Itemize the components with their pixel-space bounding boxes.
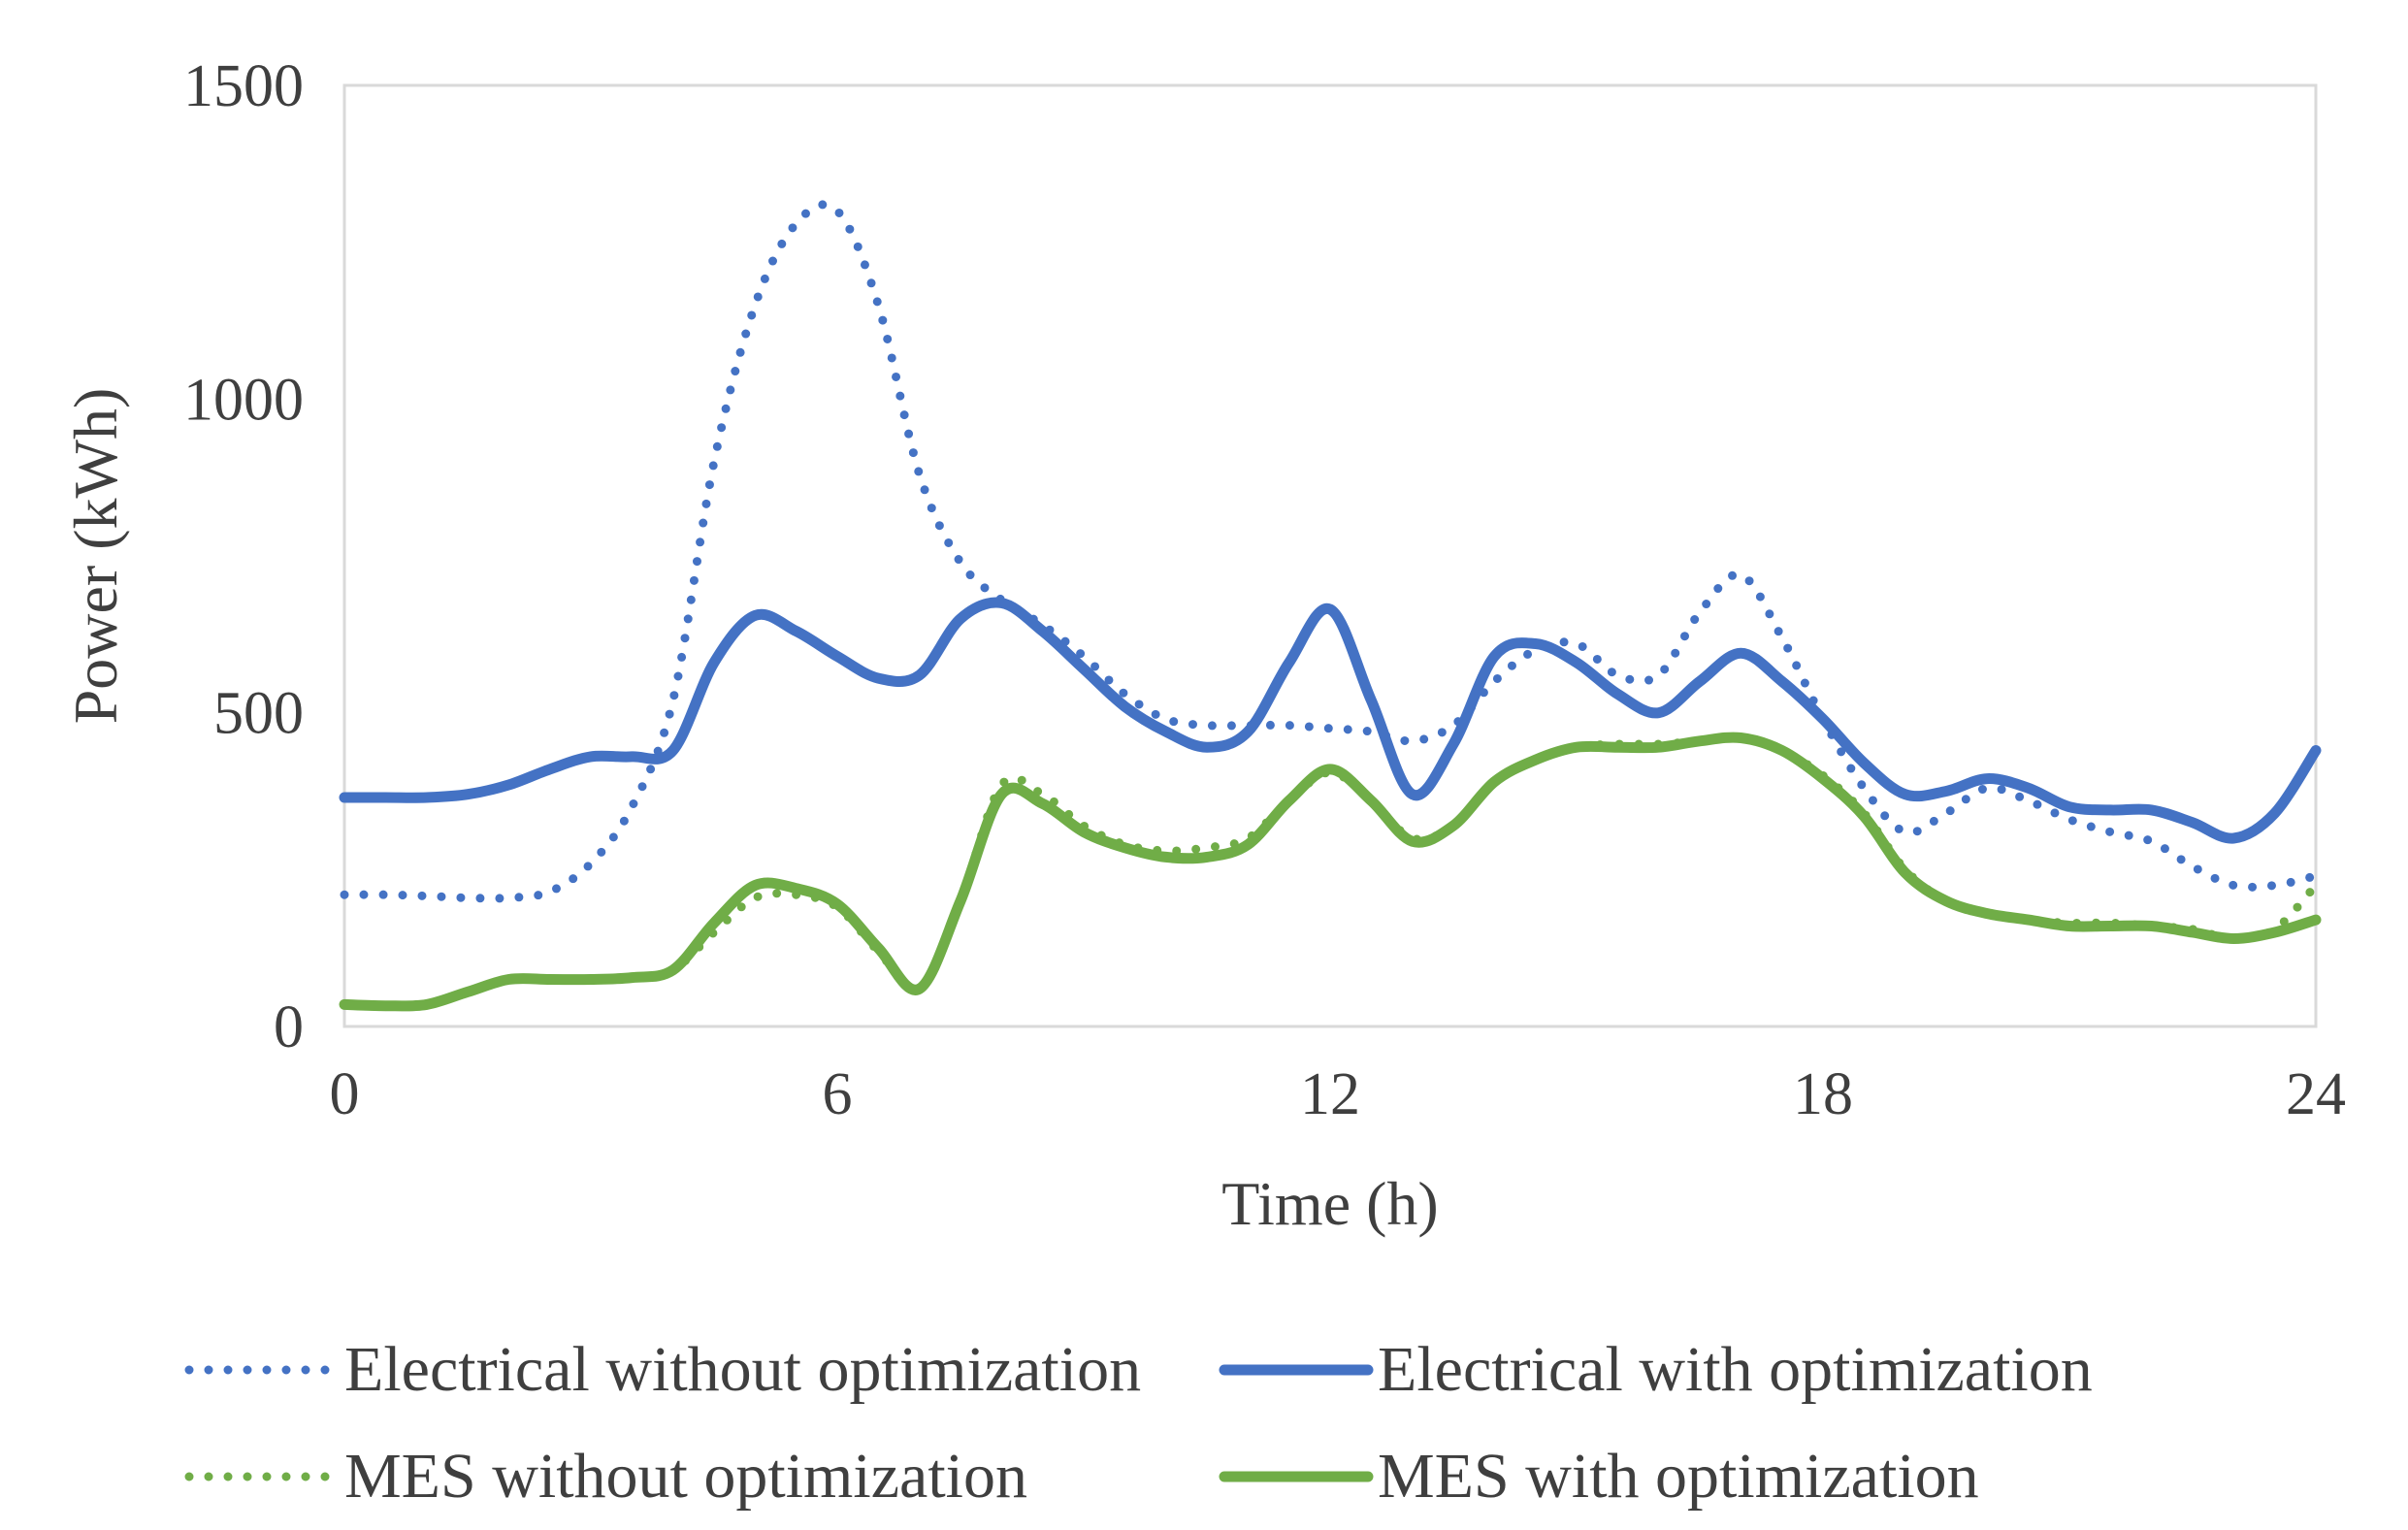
plot-frame [342,83,2318,1028]
x-tick-label: 6 [823,1061,853,1127]
legend-label-mes-without: MES without optimization [344,1441,1027,1512]
x-tick-label: 24 [2286,1061,2346,1127]
series-layer [339,200,2322,1012]
series-mes-with-optimization [339,732,2322,1012]
x-tick-label: 0 [330,1061,360,1127]
x-tick-label: 12 [1300,1061,1360,1127]
y-tick-label: 500 [213,681,304,747]
x-axis-title: Time (h) [1221,1169,1438,1238]
y-tick-label: 1500 [183,53,304,119]
y-tick-label: 0 [274,994,304,1060]
x-tick-label: 18 [1793,1061,1853,1127]
legend-item-electrical-with: Electrical with optimization [1219,1334,2093,1405]
legend-item-electrical-without: Electrical without optimization [184,1334,1141,1405]
legend-label-mes-with: MES with optimization [1378,1441,1979,1512]
legend-label-electrical-without: Electrical without optimization [344,1334,1141,1405]
y-tick-label: 1000 [183,367,304,433]
legend: Electrical without optimization Electric… [184,1334,2093,1512]
y-axis-ticks: 0 500 1000 1500 [183,53,304,1060]
y-axis-title: Power (kWh) [61,388,130,725]
legend-item-mes-with: MES with optimization [1219,1441,1979,1512]
series-electrical-without-optimization [340,200,2321,903]
legend-label-electrical-with: Electrical with optimization [1378,1334,2093,1405]
x-axis-ticks: 0 6 12 18 24 [330,1061,2347,1127]
series-mes-without-optimization [340,732,2321,1011]
legend-item-mes-without: MES without optimization [184,1441,1027,1512]
series-electrical-with-optimization [339,597,2322,844]
